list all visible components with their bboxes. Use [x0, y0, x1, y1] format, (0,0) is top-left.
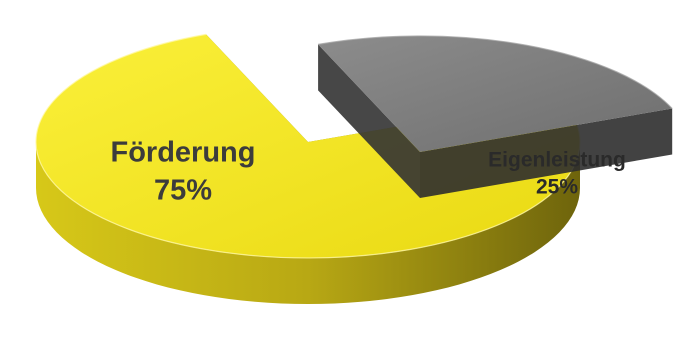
slice-side-f-rderung	[36, 142, 580, 304]
slice-rim	[35, 33, 581, 259]
slice-name: Eigenleistung	[488, 148, 626, 172]
slice-cut-face	[318, 44, 420, 199]
slice-cut-face	[420, 108, 673, 198]
slice-label-foerderung: Förderung 75%	[111, 134, 256, 209]
slice-f-rderung	[36, 34, 581, 258]
slice-label-eigenleistung: Eigenleistung 25%	[488, 147, 626, 202]
slice-eigenleistung	[318, 35, 673, 152]
slice-name: Förderung	[110, 136, 256, 169]
slice-percent: 75%	[153, 174, 213, 206]
slice-percent: 25%	[535, 176, 579, 199]
slice-rim	[317, 35, 673, 109]
